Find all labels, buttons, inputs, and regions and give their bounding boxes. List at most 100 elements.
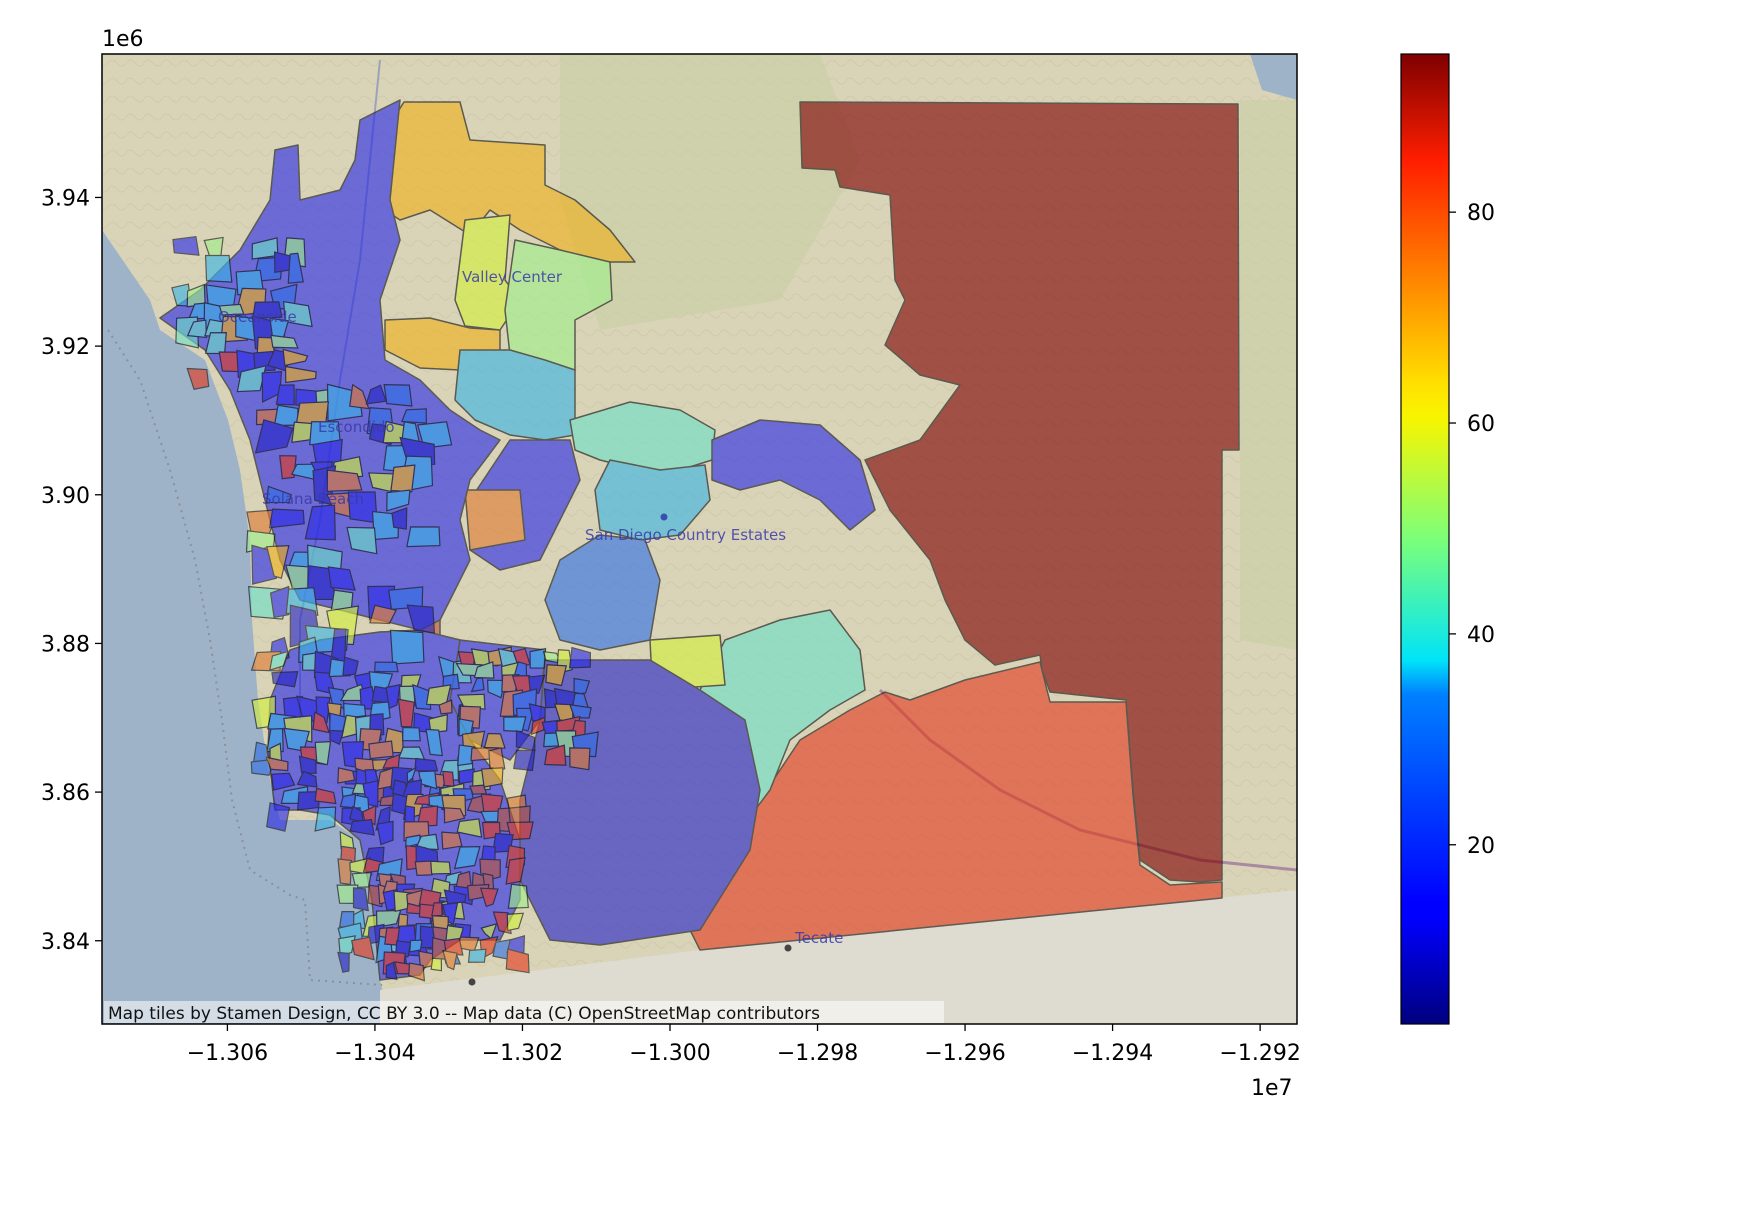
tract-polygon[interactable] — [386, 489, 411, 512]
tract-polygon[interactable] — [443, 889, 467, 905]
tract-polygon[interactable] — [416, 421, 453, 449]
tract-polygon[interactable] — [443, 937, 464, 956]
tract-mosaic[interactable] — [171, 235, 599, 982]
tract-polygon[interactable] — [504, 239, 613, 371]
tract-polygon[interactable] — [506, 934, 526, 954]
tract-polygon[interactable] — [375, 909, 402, 928]
tract-polygon[interactable] — [265, 756, 289, 772]
tract-polygon[interactable] — [430, 860, 452, 875]
tract-polygon[interactable] — [204, 254, 233, 283]
tract-polygon[interactable] — [569, 747, 591, 771]
tract-polygon[interactable] — [376, 820, 394, 846]
tract-polygon[interactable] — [342, 656, 359, 677]
tract-polygon[interactable] — [569, 401, 716, 471]
tract-polygon[interactable] — [464, 489, 526, 551]
tract-polygon[interactable] — [409, 939, 423, 953]
tract-polygon[interactable] — [339, 793, 357, 809]
tract-polygon[interactable] — [314, 787, 337, 805]
tract-polygon[interactable] — [172, 235, 200, 256]
tract-polygon[interactable] — [397, 698, 415, 728]
tract-polygon[interactable] — [346, 526, 378, 555]
tract-polygon[interactable] — [266, 544, 290, 580]
tract-polygon[interactable] — [266, 802, 291, 832]
tract-polygon[interactable] — [314, 806, 337, 832]
tract-polygon[interactable] — [480, 767, 504, 788]
tract-polygon[interactable] — [506, 912, 525, 932]
tract-polygon[interactable] — [492, 911, 512, 935]
tract-polygon[interactable] — [283, 300, 313, 328]
tract-polygon[interactable] — [218, 303, 245, 316]
tract-polygon[interactable] — [284, 365, 317, 384]
tract-polygon[interactable] — [390, 464, 416, 493]
tract-polygon[interactable] — [573, 677, 591, 695]
tract-polygon[interactable] — [443, 807, 466, 824]
tract-polygon[interactable] — [268, 508, 305, 529]
tract-polygon[interactable] — [568, 646, 592, 669]
tract-polygon[interactable] — [456, 693, 486, 710]
tract-polygon[interactable] — [483, 732, 506, 749]
tract-polygon[interactable] — [383, 383, 413, 407]
tract-polygon[interactable] — [385, 961, 398, 981]
tract-polygon[interactable] — [506, 821, 534, 841]
tract-polygon[interactable] — [799, 101, 1240, 883]
tract-polygon[interactable] — [486, 679, 506, 699]
tract-polygon[interactable] — [287, 252, 304, 284]
tract-polygon[interactable] — [414, 860, 433, 876]
tract-polygon[interactable] — [338, 935, 356, 957]
tract-polygon[interactable] — [349, 818, 375, 836]
tract-polygon[interactable] — [368, 740, 394, 760]
tract-polygon[interactable] — [431, 902, 443, 917]
tract-polygon[interactable] — [507, 883, 529, 909]
tract-polygon[interactable] — [473, 661, 495, 679]
tract-polygon[interactable] — [252, 301, 283, 319]
tract-polygon[interactable] — [296, 770, 318, 788]
tract-polygon[interactable] — [457, 744, 476, 767]
tract-polygon[interactable] — [352, 887, 369, 912]
tract-polygon[interactable] — [456, 818, 483, 838]
tract-polygon[interactable] — [505, 948, 530, 974]
tract-polygon[interactable] — [369, 604, 397, 625]
tract-polygon[interactable] — [186, 319, 208, 339]
tract-polygon[interactable] — [479, 887, 499, 908]
tract-polygon[interactable] — [329, 729, 344, 746]
tract-polygon[interactable] — [326, 469, 363, 492]
tract-polygon[interactable] — [408, 962, 426, 982]
tract-polygon[interactable] — [282, 348, 309, 367]
tract-polygon[interactable] — [530, 716, 546, 736]
tract-polygon[interactable] — [270, 334, 299, 349]
tract-polygon[interactable] — [406, 604, 436, 634]
tract-polygon[interactable] — [402, 726, 421, 742]
tract-polygon[interactable] — [711, 419, 876, 531]
tract-polygon[interactable] — [374, 661, 399, 673]
tract-polygon[interactable] — [454, 349, 576, 441]
tract-polygon[interactable] — [269, 650, 289, 671]
tract-polygon[interactable] — [270, 772, 296, 791]
tract-polygon[interactable] — [438, 699, 453, 715]
tract-polygon[interactable] — [398, 746, 426, 760]
tract-polygon[interactable] — [265, 485, 292, 504]
tract-polygon[interactable] — [275, 384, 295, 406]
tract-polygon[interactable] — [349, 383, 370, 410]
tract-polygon[interactable] — [337, 767, 356, 784]
tract-polygon[interactable] — [236, 365, 267, 393]
tract-polygon[interactable] — [351, 936, 375, 961]
tract-polygon[interactable] — [406, 526, 441, 548]
tract-polygon[interactable] — [400, 408, 427, 424]
tract-polygon[interactable] — [458, 768, 475, 785]
tract-polygon[interactable] — [391, 507, 408, 530]
tract-polygon[interactable] — [545, 664, 568, 687]
tract-polygon[interactable] — [528, 674, 546, 695]
tract-polygon[interactable] — [415, 833, 439, 851]
tract-polygon[interactable] — [569, 703, 592, 719]
tract-polygon[interactable] — [414, 757, 439, 772]
tract-polygon[interactable] — [186, 367, 210, 390]
tract-polygon[interactable] — [441, 949, 458, 971]
tract-polygon[interactable] — [406, 766, 418, 784]
tract-polygon[interactable] — [254, 419, 294, 454]
tract-polygon[interactable] — [312, 711, 331, 734]
tract-polygon[interactable] — [594, 459, 711, 541]
tract-polygon[interactable] — [544, 744, 567, 766]
tract-polygon[interactable] — [470, 677, 485, 693]
tract-polygon[interactable] — [269, 585, 290, 619]
tract-polygon[interactable] — [428, 713, 448, 734]
